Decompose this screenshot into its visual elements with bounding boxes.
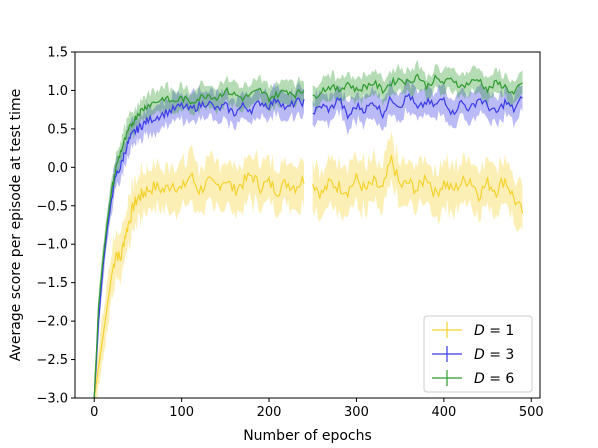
x-tick-label: 400 [431, 405, 456, 420]
y-tick-label: −0.5 [36, 199, 68, 214]
line-series-3-part-2 [312, 73, 523, 100]
legend-label: D = 6 [474, 371, 514, 387]
confidence-bands [94, 59, 523, 398]
line-series-1-part-2 [312, 154, 524, 214]
legend-box [423, 315, 533, 393]
x-tick-label: 300 [344, 405, 369, 420]
line-series-2-part-1 [93, 95, 305, 398]
legend: D = 1 D = 3 D = 6 [423, 315, 533, 393]
y-axis-ticks: −3.0 −2.5 −2.0 −1.5 −1.0 −0.5 0.0 0.5 1.0 1.5 [36, 46, 75, 407]
y-tick-label: 0.5 [47, 122, 68, 137]
band-series-1-part-1 [94, 145, 304, 398]
x-tick-label: 200 [257, 405, 282, 420]
legend-label: D = 1 [474, 323, 514, 339]
band-series-2-part-1 [94, 81, 304, 398]
x-axis-ticks: 0 100 200 300 400 500 [90, 398, 544, 420]
plot-frame [74, 51, 541, 399]
band-series-3-part-2 [312, 59, 523, 113]
band-series-1-part-2 [312, 131, 523, 232]
series-lines [93, 73, 524, 398]
x-tick-label: 0 [90, 405, 98, 420]
y-tick-label: −1.5 [36, 276, 68, 291]
y-tick-label: 1.5 [47, 46, 68, 61]
y-axis-label: Average score per episode at test time [8, 89, 24, 361]
y-tick-label: −2.0 [36, 315, 68, 330]
x-axis-label: Number of epochs [243, 428, 372, 444]
x-tick-label: 500 [519, 405, 544, 420]
y-tick-label: −1.0 [36, 238, 68, 253]
line-series-2-part-2 [312, 92, 523, 120]
line-series-3-part-1 [93, 86, 305, 398]
y-tick-label: 1.0 [47, 84, 68, 99]
y-tick-label: −3.0 [36, 392, 68, 407]
line-series-1-part-1 [93, 171, 305, 398]
x-tick-label: 100 [169, 405, 194, 420]
y-tick-label: 0.0 [47, 161, 68, 176]
y-tick-label: −2.5 [36, 353, 68, 368]
legend-label: D = 3 [474, 347, 514, 363]
